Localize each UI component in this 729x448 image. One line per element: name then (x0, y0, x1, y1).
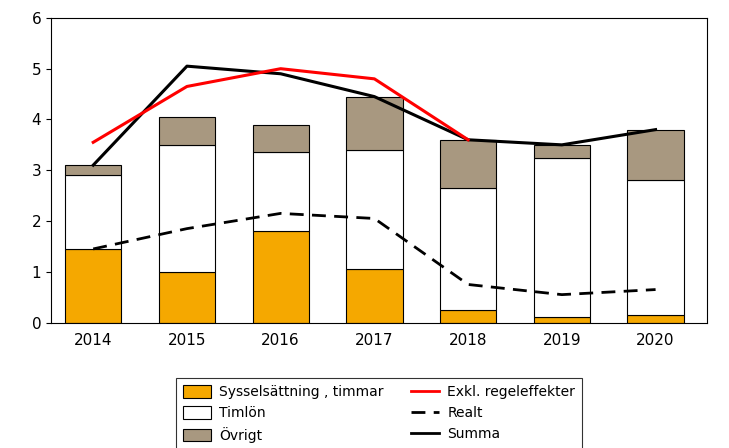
Bar (628, 129, 684, 181)
Bar (628, 181, 684, 315)
Bar (159, 145, 215, 272)
Bar (252, 125, 309, 152)
Bar (159, 272, 215, 323)
Bar (534, 158, 590, 318)
Bar (346, 269, 402, 323)
Bar (252, 231, 309, 323)
Bar (440, 310, 496, 323)
Bar (628, 315, 684, 323)
Bar (440, 188, 496, 310)
Bar (65, 165, 121, 175)
Bar (65, 249, 121, 323)
Bar (346, 150, 402, 269)
Bar (534, 318, 590, 323)
Legend: Sysselsättning , timmar, Timlön, Övrigt, Exkl. regeleffekter, Realt, Summa: Sysselsättning , timmar, Timlön, Övrigt,… (176, 378, 582, 448)
Bar (440, 140, 496, 188)
Bar (159, 117, 215, 145)
Bar (65, 175, 121, 249)
Bar (252, 152, 309, 231)
Bar (346, 97, 402, 150)
Bar (534, 145, 590, 158)
